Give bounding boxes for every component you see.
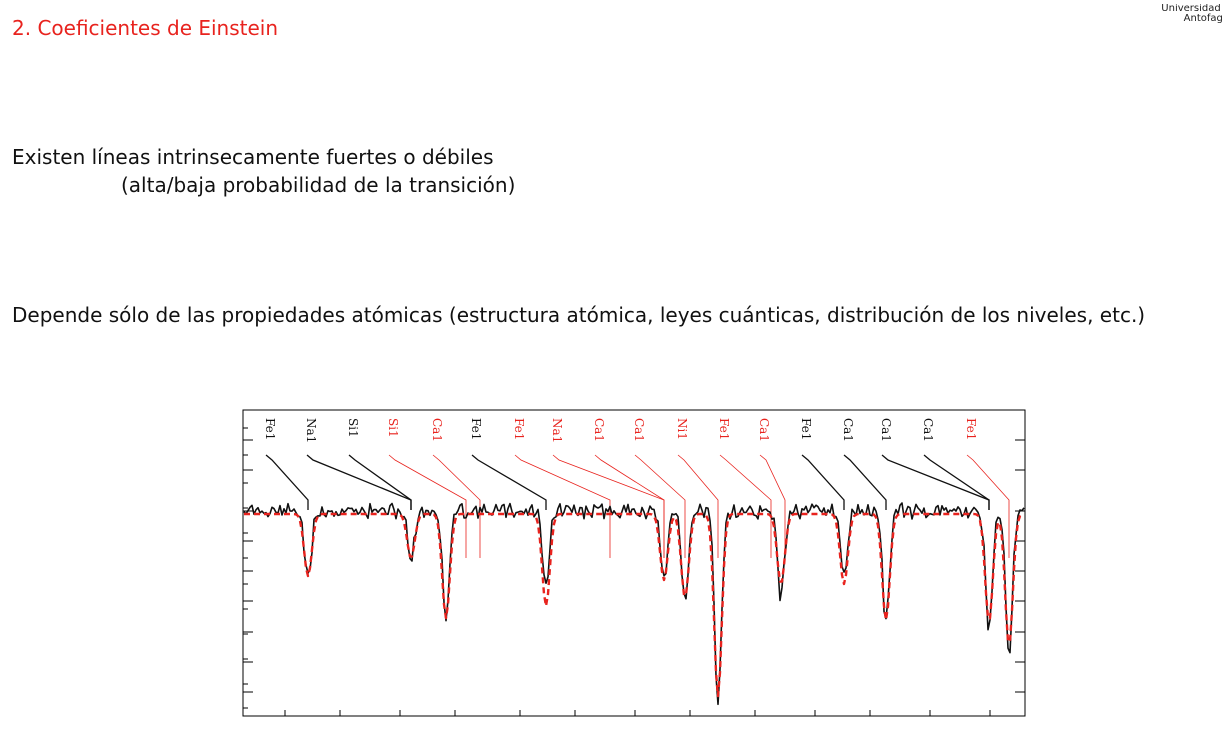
line-leader [634,454,686,558]
line-label: Fe1 [964,418,978,440]
line-label: Na1 [550,418,564,443]
line-label: Si1 [346,418,360,438]
line-leader [966,454,1010,558]
line-leader [514,454,611,558]
line-leader [265,454,309,510]
model-spectrum [244,512,1025,698]
line-label: Fe1 [469,418,483,440]
line-labels: Fe1 Na1 Si1 Si1 Ca1 Fe1 Fe1 Na1 Ca1 Ca1 Ni1 Fe1 Ca1 F… [263,418,978,443]
line-label: Ca1 [879,418,893,442]
line-label: Ni1 [675,418,689,440]
line-leader [552,454,665,558]
line-leader [719,454,772,558]
line-label: Fe1 [799,418,813,440]
figure-frame [242,409,1026,717]
logo-line-2: Antofaga [1183,13,1223,24]
figure-ticks [243,427,1025,716]
line-leader [677,454,719,558]
line-label: Ca1 [921,418,935,442]
line-label: Fe1 [717,418,731,440]
paragraph-1-line-2: (alta/baja probabilidad de la transición… [121,173,516,197]
line-leader [471,454,547,510]
line-leaders [265,454,1010,558]
line-label: Si1 [386,418,400,438]
line-label: Fe1 [263,418,277,440]
paragraph-2: Depende sólo de las propiedades atómicas… [12,303,1146,327]
line-leader [801,454,845,510]
line-label: Ca1 [757,418,771,442]
paragraph-1-line-1: Existen líneas intrinsecamente fuertes o… [12,145,494,169]
spectrum-figure: Fe1 Na1 Si1 Si1 Ca1 Fe1 Fe1 Na1 Ca1 Ca1 Ni1 Fe1 Ca1 F… [242,409,1026,717]
line-label: Ca1 [592,418,606,442]
line-label: Ca1 [632,418,646,442]
line-label: Na1 [304,418,318,443]
line-label: Fe1 [512,418,526,440]
line-label: Ca1 [430,418,444,442]
line-leader [388,454,467,558]
line-leader [432,454,481,558]
line-leader [594,454,665,558]
line-leader [759,454,786,558]
line-leader [843,454,887,510]
logo-line-1: Universidad Ca [1161,4,1223,14]
observed-spectrum [243,502,1025,706]
line-leader [348,454,412,510]
line-leader [923,454,990,510]
university-logo: Universidad Ca Antofaga [1143,4,1223,24]
slide-title: 2. Coeficientes de Einstein [12,16,279,40]
line-label: Ca1 [841,418,855,442]
